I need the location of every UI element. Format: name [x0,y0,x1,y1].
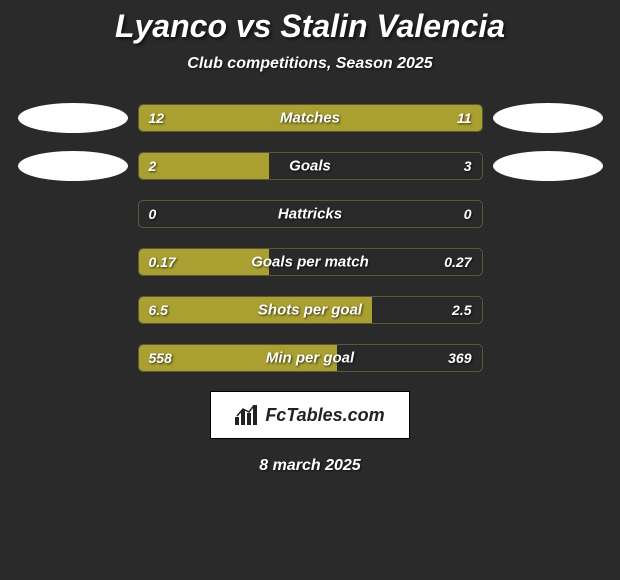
bar-fill-left [139,153,269,179]
stat-value-left: 12 [149,110,165,126]
spacer [493,343,603,373]
spacer [18,247,128,277]
stat-bar: 6.5 2.5 Shots per goal [138,296,483,324]
stat-label: Min per goal [266,350,354,367]
spacer [18,199,128,229]
stat-label: Goals per match [251,254,369,271]
spacer [493,247,603,277]
stat-value-right: 0 [464,206,472,222]
stat-row: 12 11 Matches [0,103,620,133]
stat-label: Goals [289,158,331,175]
stat-value-left: 558 [149,350,172,366]
spacer [493,295,603,325]
stat-label: Hattricks [278,206,342,223]
stat-bar: 558 369 Min per goal [138,344,483,372]
stat-bar: 12 11 Matches [138,104,483,132]
stat-row: 6.5 2.5 Shots per goal [0,295,620,325]
footer-date: 8 march 2025 [0,457,620,475]
stat-label: Shots per goal [258,302,362,319]
player-badge-left [18,103,128,133]
spacer [18,295,128,325]
player-badge-left [18,151,128,181]
spacer [18,343,128,373]
comparison-card: Lyanco vs Stalin Valencia Club competiti… [0,0,620,475]
stat-value-right: 2.5 [452,302,471,318]
stat-value-right: 11 [457,110,472,126]
bar-chart-icon [235,405,259,425]
stat-bar: 2 3 Goals [138,152,483,180]
subtitle: Club competitions, Season 2025 [0,55,620,73]
stat-label: Matches [280,110,340,127]
player-badge-right [493,103,603,133]
spacer [493,199,603,229]
stat-value-right: 0.27 [444,254,471,270]
stat-row: 558 369 Min per goal [0,343,620,373]
stat-value-left: 0.17 [149,254,176,270]
stat-value-left: 6.5 [149,302,168,318]
logo-box: FcTables.com [210,391,410,439]
stat-rows: 12 11 Matches 2 3 Goals 0 0 Hattricks 0.17 0.27 Goa… [0,103,620,373]
player-badge-right [493,151,603,181]
stat-value-left: 2 [149,158,157,174]
stat-row: 0 0 Hattricks [0,199,620,229]
stat-value-right: 369 [448,350,471,366]
logo-text: FcTables.com [265,405,384,426]
stat-bar: 0 0 Hattricks [138,200,483,228]
stat-bar: 0.17 0.27 Goals per match [138,248,483,276]
stat-row: 0.17 0.27 Goals per match [0,247,620,277]
stat-value-right: 3 [464,158,472,174]
page-title: Lyanco vs Stalin Valencia [0,8,620,45]
stat-value-left: 0 [149,206,157,222]
stat-row: 2 3 Goals [0,151,620,181]
